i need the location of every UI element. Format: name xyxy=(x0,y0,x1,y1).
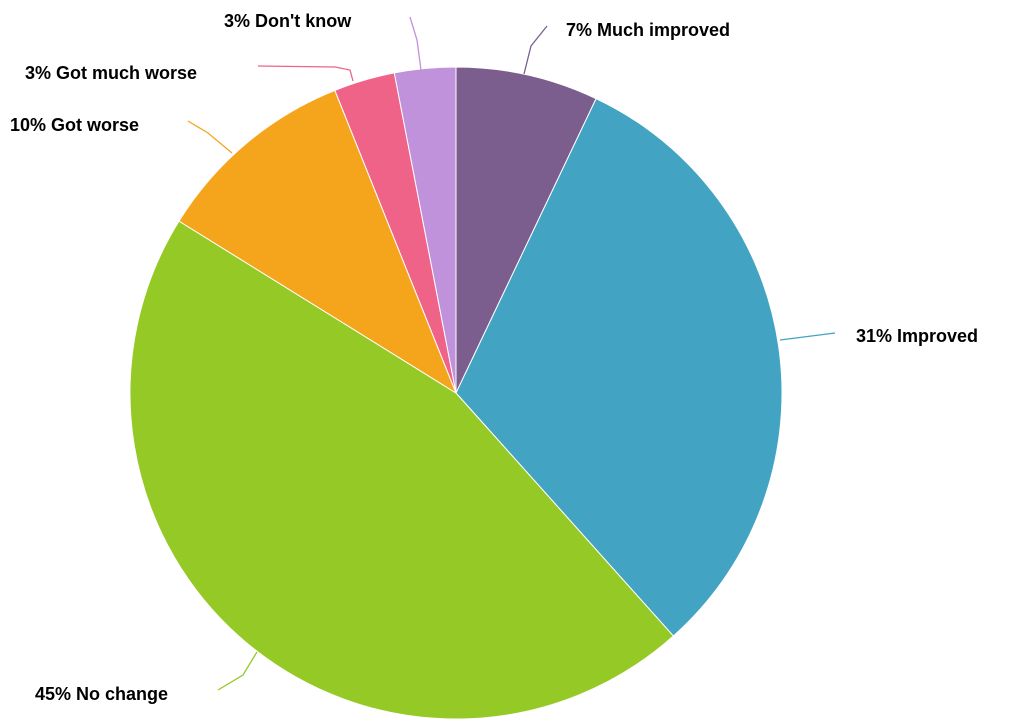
label-improved: 31% Improved xyxy=(856,326,978,346)
slice-got-worse xyxy=(178,89,458,395)
leader-lines xyxy=(187,16,836,691)
label-dont-know: 3% Don't know xyxy=(224,11,352,31)
slice-improved xyxy=(455,97,783,637)
leader-line-don-t-know xyxy=(409,16,422,71)
leader-line-got-worse xyxy=(187,120,233,154)
slice-no-change xyxy=(129,220,675,720)
leader-line-no-change xyxy=(217,651,258,691)
label-got-worse: 10% Got worse xyxy=(10,115,139,135)
pie-slices xyxy=(129,66,783,720)
leader-line-got-much-worse xyxy=(257,65,354,82)
label-got-much-worse: 3% Got much worse xyxy=(25,63,197,83)
slice-much-improved xyxy=(455,66,597,394)
label-no-change: 45% No change xyxy=(35,684,168,704)
leader-line-much-improved xyxy=(523,25,548,75)
leader-line-improved xyxy=(779,332,836,341)
slice-don-t-know xyxy=(393,66,457,394)
label-much-improved: 7% Much improved xyxy=(566,20,730,40)
slice-labels: 7% Much improved 31% Improved 45% No cha… xyxy=(10,11,978,704)
